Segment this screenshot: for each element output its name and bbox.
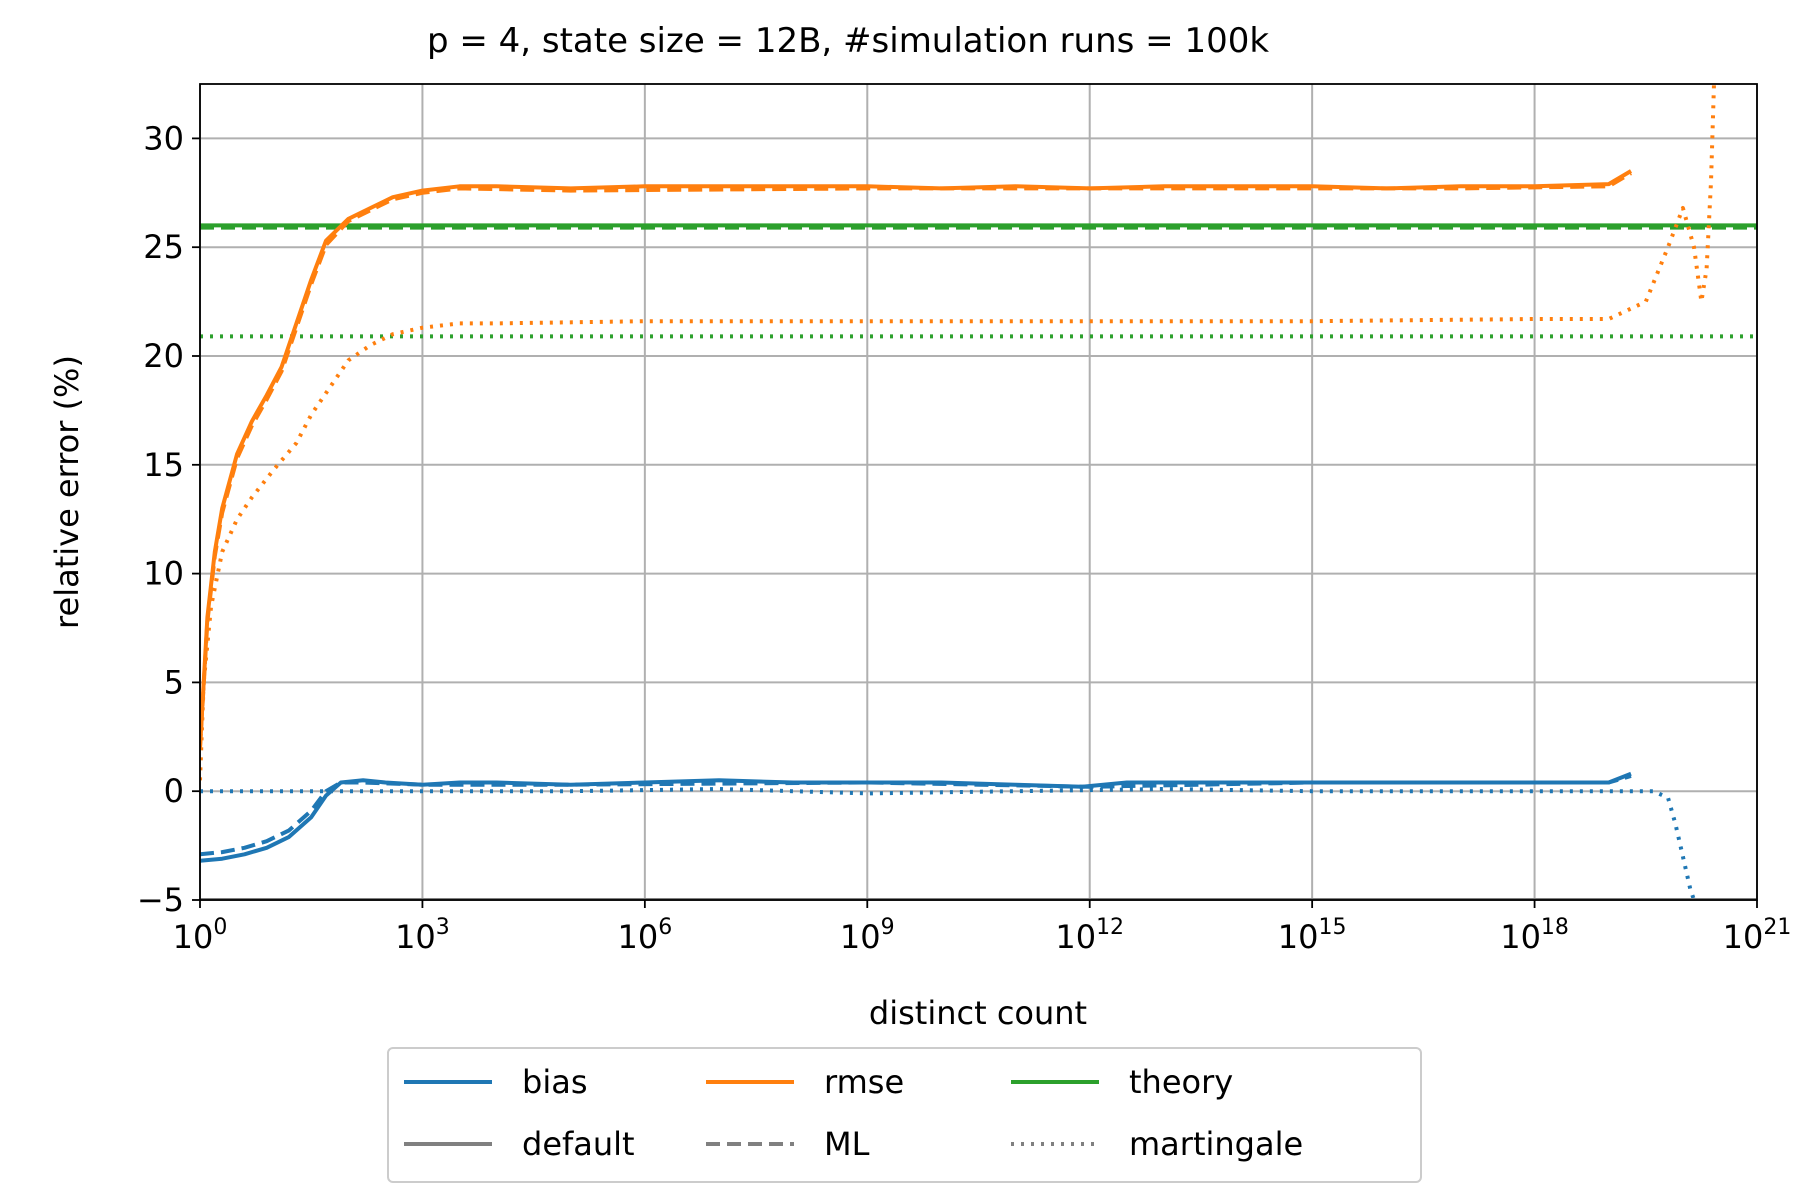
y-tick-label: 20 <box>143 337 184 375</box>
legend-label-default: default <box>522 1125 635 1163</box>
x-axis-label: distinct count <box>869 994 1087 1032</box>
series-line-bias-default <box>200 771 1632 863</box>
series-line-bias-ML <box>200 774 1632 857</box>
series-line-bias-martingale <box>200 787 1696 900</box>
legend-label-theory: theory <box>1129 1063 1233 1101</box>
legend: bias rmse theory default ML martingale <box>387 1047 1422 1183</box>
chart-title: p = 4, state size = 12B, #simulation run… <box>427 21 1269 61</box>
y-tick-label: 15 <box>143 446 184 484</box>
y-tick-label: 10 <box>143 555 184 593</box>
y-ticks: −5 0 5 10 15 20 25 30 <box>137 119 200 919</box>
y-tick-label: 30 <box>143 119 184 157</box>
legend-frame <box>387 1047 1422 1183</box>
legend-label-rmse: rmse <box>824 1063 904 1101</box>
y-tick-label: −5 <box>137 881 184 919</box>
series-line-rmse-ML <box>200 171 1633 748</box>
series-lines <box>200 84 1757 900</box>
x-tick-label: 103 <box>395 915 450 956</box>
legend-label-bias: bias <box>522 1063 587 1101</box>
y-tick-label: 5 <box>164 663 184 701</box>
y-tick-label: 25 <box>143 228 184 266</box>
series-line-rmse-default <box>200 169 1633 748</box>
y-axis-label: relative error (%) <box>48 355 86 629</box>
y-tick-label: 0 <box>164 772 184 810</box>
legend-label-martingale: martingale <box>1129 1125 1303 1163</box>
plot-frame <box>199 83 1758 901</box>
legend-label-ML: ML <box>824 1125 870 1163</box>
